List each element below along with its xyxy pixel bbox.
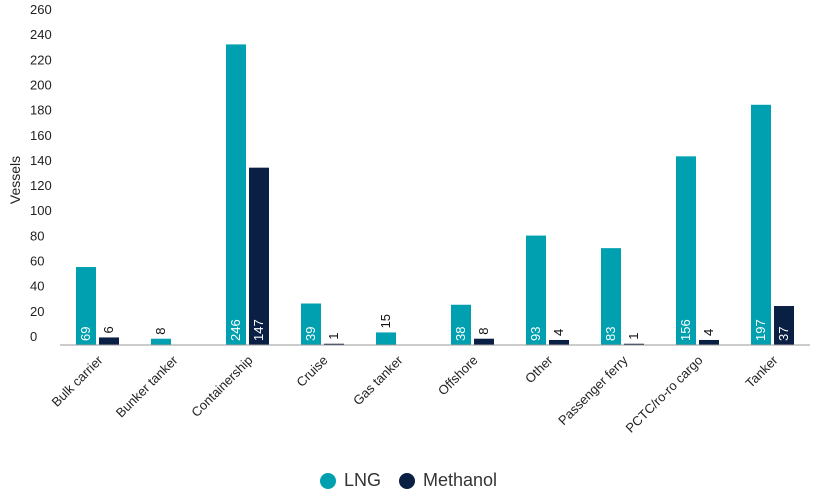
x-tick-label: Cruise [293, 353, 330, 390]
bar-lng-7 [601, 248, 621, 345]
bar-lng-3 [301, 303, 321, 345]
data-label-methanol-8: 4 [701, 329, 716, 336]
bar-methanol-5 [474, 338, 494, 345]
x-tick-label: Bulk carrier [49, 352, 107, 410]
x-tick-label: Passenger ferry [555, 352, 631, 428]
y-tick-label: 20 [30, 304, 44, 319]
y-tick-label: 60 [30, 254, 44, 269]
x-tick-label: Bunker tanker [113, 352, 181, 420]
y-tick-label: 120 [30, 178, 52, 193]
y-tick-label: 160 [30, 128, 52, 143]
data-label-methanol-5: 8 [476, 327, 491, 334]
legend-item-methanol[interactable]: Methanol [398, 470, 498, 491]
bar-methanol-8 [699, 339, 719, 345]
data-label-lng-7: 83 [603, 327, 618, 341]
x-axis: Bulk carrier Bunker tanker Containership Cr… [49, 352, 782, 436]
y-tick-label: 100 [30, 203, 52, 218]
data-label-lng-0: 69 [78, 327, 93, 341]
bar-lng-9 [751, 104, 771, 346]
legend-item-lng[interactable]: LNG [319, 470, 381, 491]
x-tick-label: Containership [188, 353, 255, 420]
x-tick-label: Gas tanker [350, 352, 406, 408]
data-label-methanol-7: 1 [626, 333, 641, 340]
bar-methanol-7 [624, 343, 644, 345]
y-tick-label: 180 [30, 103, 52, 118]
y-tick-label: 40 [30, 279, 44, 294]
bar-lng-6 [526, 235, 546, 345]
x-tick-label: Other [522, 352, 556, 386]
y-tick-label: 240 [30, 27, 52, 42]
bar-lng-8 [676, 156, 696, 345]
bars: 69 6 8 246 147 39 1 15 38 8 93 4 83 1 156 4 197 37 [76, 44, 794, 346]
legend: LNG Methanol [0, 470, 817, 491]
data-label-lng-5: 38 [453, 327, 468, 341]
data-label-methanol-3: 1 [326, 333, 341, 340]
bar-methanol-3 [324, 343, 344, 345]
y-tick-label: 220 [30, 52, 52, 67]
bar-chart: 0 20 40 60 80 100 120 140 160 180 200 220 240 260 Ves… [7, 2, 810, 436]
data-label-lng-3: 39 [303, 327, 318, 341]
bar-lng-0 [76, 267, 96, 345]
bar-lng-4 [376, 332, 396, 345]
bar-methanol-9 [774, 306, 794, 345]
bar-lng-5 [451, 304, 471, 345]
y-axis-label: Vessels [7, 156, 23, 204]
y-tick-label: 260 [30, 2, 52, 17]
data-label-methanol-9: 37 [776, 327, 791, 341]
y-axis: 0 20 40 60 80 100 120 140 160 180 200 220 240 260 [30, 2, 52, 344]
y-tick-label: 80 [30, 228, 44, 243]
data-label-lng-6: 93 [528, 327, 543, 341]
data-label-lng-4: 15 [378, 314, 393, 328]
y-tick-label: 200 [30, 77, 52, 92]
legend-swatch-lng [319, 472, 336, 489]
y-tick-label: 0 [30, 329, 37, 344]
legend-label-lng: LNG [343, 470, 381, 490]
legend-label-methanol: Methanol [422, 470, 498, 490]
y-tick-label: 140 [30, 153, 52, 168]
x-tick-label: Tanker [742, 352, 781, 391]
legend-swatch-methanol [398, 472, 415, 489]
bar-methanol-2 [249, 167, 269, 345]
data-label-lng-8: 156 [678, 319, 693, 341]
data-label-methanol-2: 147 [251, 319, 266, 341]
data-label-lng-2: 246 [228, 319, 243, 341]
data-label-lng-1: 8 [153, 327, 168, 334]
bar-lng-2 [226, 44, 246, 346]
x-tick-label: PCTC/ro-ro cargo [622, 353, 705, 436]
data-label-methanol-0: 6 [101, 326, 116, 333]
bar-methanol-6 [549, 339, 569, 345]
data-label-methanol-6: 4 [551, 329, 566, 336]
data-label-lng-9: 197 [753, 319, 768, 341]
bar-lng-1 [151, 338, 171, 345]
x-tick-label: Offshore [435, 353, 481, 399]
bar-methanol-0 [99, 337, 119, 345]
